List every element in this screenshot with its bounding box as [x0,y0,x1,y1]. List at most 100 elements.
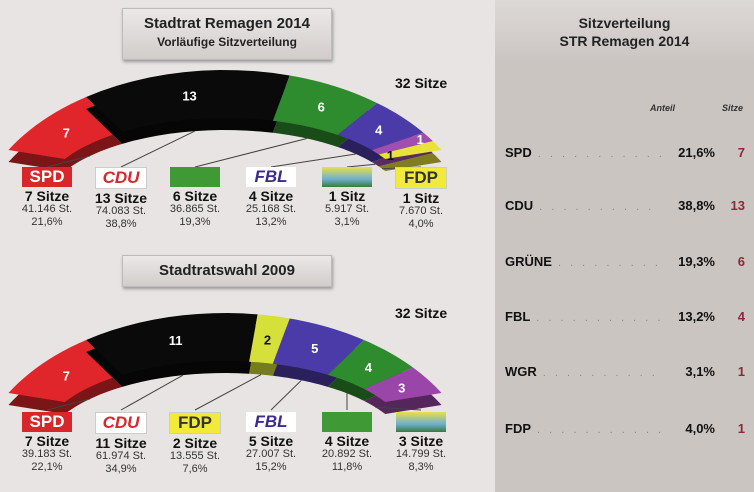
seats-value: 7 [737,145,745,160]
col-header-share: Anteil [650,103,676,113]
panel-row: FDP . . . . . . . . . . . . . . . . . . … [505,421,745,439]
votes-label: 25.168 St. [245,203,297,215]
votes-label: 74.083 St. [95,205,147,217]
seat-count-label: 4 [365,360,373,375]
panel-row: SPD . . . . . . . . . . . . . . . . . . … [505,145,745,163]
logo-fdp: FDP [395,167,447,189]
seats-label: 11 Sitze [95,435,147,451]
panel-row: WGR . . . . . . . . . . . . . . . . . . … [505,364,745,382]
percent-label: 19,3% [179,216,211,228]
percent-label: 4,0% [408,218,434,230]
seats-value: 1 [737,364,745,379]
party-column: FDP 2 Sitze 13.555 St. 7,6% [160,412,230,476]
party-column: FDP 1 Sitz 7.670 St. 4,0% [386,167,456,231]
votes-label: 61.974 St. [95,450,147,462]
logo-spd: SPD [22,167,72,187]
arc-segment-cdu [86,70,290,132]
votes-label: 36.865 St. [169,203,221,215]
logo-spd: SPD [22,412,72,432]
percent-label: 13,2% [255,216,287,228]
dot-leader: . . . . . . . . . . . . . . . . . . . . [557,257,661,269]
arc-segment-grüne [327,339,413,389]
seats-value: 13 [730,198,745,213]
connector-line [46,398,91,411]
connector-line [46,155,91,168]
party-name: FDP [505,421,531,436]
dot-leader: . . . . . . . . . . . . . . . . . . . . [539,201,661,213]
votes-label: 13.555 St. [169,450,221,462]
connector-line [270,153,356,168]
party-column: CDU 13 Sitze 74.083 St. 38,8% [86,167,156,231]
logo-cdu: CDU [95,412,147,434]
chart-subtitle: Vorläufige Sitzverteilung [157,35,297,49]
dot-leader: . . . . . . . . . . . . . . . . . . . . [536,312,661,324]
party-column: SPD 7 Sitze 41.146 St. 21,6% [12,167,82,229]
percent-label: 3,1% [334,216,360,228]
seat-count-label: 5 [311,341,318,356]
arc-segment-fdp [378,141,442,159]
seats-label: 3 Sitze [398,433,444,449]
share-value: 21,6% [678,145,715,160]
seat-count-label: 3 [398,381,405,396]
party-column: 1 Sitz 5.917 St. 3,1% [312,167,382,229]
dot-leader: . . . . . . . . . . . . . . . . . . . . [537,148,661,160]
party-name: WGR [505,364,537,379]
chart-title: Stadtrat Remagen 2014 [144,15,310,32]
seat-count-label: 7 [63,125,70,140]
panel-row: CDU . . . . . . . . . . . . . . . . . . … [505,198,745,216]
logo-fbl: FBL [246,167,296,187]
votes-label: 5.917 St. [324,203,370,215]
votes-label: 14.799 St. [395,448,447,460]
arc-segment-fbl [337,103,424,151]
arc-segment-wgr [371,132,433,155]
seats-label: 1 Sitz [328,188,366,204]
seats-label: 7 Sitze [24,433,70,449]
percent-label: 22,1% [31,461,63,473]
party-column: 3 Sitze 14.799 St. 8,3% [386,412,456,474]
party-column: 4 Sitze 20.892 St. 11,8% [312,412,382,474]
seat-count-label: 2 [264,332,271,347]
logo-gruene [322,412,372,432]
percent-label: 8,3% [408,461,434,473]
seat-count-label: 6 [318,99,325,114]
panel-row: FBL . . . . . . . . . . . . . . . . . . … [505,309,745,327]
seat-count-label: 1 [387,148,394,163]
percent-label: 21,6% [31,216,63,228]
votes-label: 7.670 St. [398,205,444,217]
col-header-seats: Sitze [722,103,744,113]
percent-label: 11,8% [331,461,363,473]
total-seats-2009: 32 Sitze [395,305,448,321]
percent-label: 38,8% [105,218,137,230]
share-value: 3,1% [685,364,715,379]
logo-wgr [322,167,372,187]
seat-panel: Sitzverteilung STR Remagen 2014 Anteil S… [495,0,754,492]
seat-count-label: 4 [375,122,383,137]
seat-count-label: 7 [63,368,70,383]
dot-leader: . . . . . . . . . . . . . . . . . . . . [537,424,661,436]
logo-cdu: CDU [95,167,147,189]
connector-line [375,406,422,411]
party-name: CDU [505,198,534,213]
party-column: FBL 4 Sitze 25.168 St. 13,2% [236,167,306,229]
votes-label: 39.183 St. [21,448,73,460]
title-box-2009: Stadtratswahl 2009 [122,255,332,287]
seat-count-label: 11 [169,333,183,348]
seats-label: 7 Sitze [24,188,70,204]
title-box-2014: Stadtrat Remagen 2014 Vorläufige Sitzver… [122,8,332,60]
seats-label: 1 Sitz [402,190,440,206]
dot-leader: . . . . . . . . . . . . . . . . . . . . [542,367,661,379]
panel-row: GRÜNE . . . . . . . . . . . . . . . . . … [505,254,745,272]
arc-segment-wgr [364,367,442,402]
party-column: SPD 7 Sitze 39.183 St. 22,1% [12,412,82,474]
seats-label: 13 Sitze [94,190,148,206]
panel-header: Sitzverteilung STR Remagen 2014 [495,0,754,62]
connector-line [120,374,184,411]
connector-line [346,163,376,168]
arc-segment-fbl [272,318,364,375]
share-value: 38,8% [678,198,715,213]
party-name: FBL [505,309,531,324]
seat-count-label: 1 [417,132,424,147]
arc-segment-cdu [86,313,258,375]
share-value: 4,0% [685,421,715,436]
